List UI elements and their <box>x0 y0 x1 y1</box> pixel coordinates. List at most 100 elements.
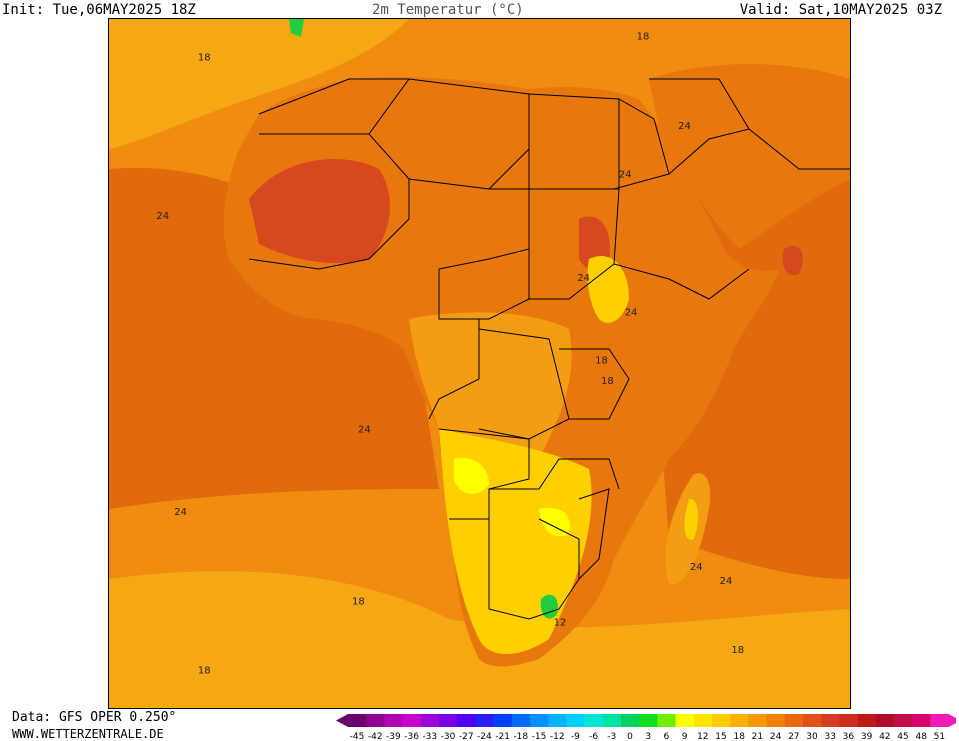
colorbar-arrow-right <box>948 714 956 727</box>
contour-label: 18 <box>637 32 650 43</box>
lesotho-cold-spot <box>540 594 558 619</box>
init-time-label: Init: Tue,06MAY2025 18Z <box>2 2 196 18</box>
colorbar-tick-label: 39 <box>861 732 873 741</box>
contour-label: 24 <box>577 273 590 284</box>
colorbar-tick-label: -18 <box>513 732 528 741</box>
website-label: WWW.WETTERZENTRALE.DE <box>12 727 164 741</box>
central-africa-mid <box>409 312 572 463</box>
colorbar-swatch <box>803 714 822 727</box>
colorbar-swatch <box>784 714 804 727</box>
colorbar-tick-label: 18 <box>733 732 745 741</box>
colorbar-tick-label: -21 <box>495 732 510 741</box>
contour-label: 18 <box>595 356 608 367</box>
colorbar-swatch <box>894 714 913 727</box>
colorbar-tick-label: 0 <box>627 732 633 741</box>
contour-label: 24 <box>619 170 632 181</box>
colorbar-swatch <box>675 714 695 727</box>
colorbar-swatch <box>402 714 422 727</box>
colorbar-swatch <box>748 714 767 727</box>
colorbar-swatch <box>621 714 640 727</box>
colorbar-tick-label: 3 <box>645 732 651 741</box>
colorbar-tick-label: 33 <box>824 732 835 741</box>
colorbar-swatch <box>493 714 513 727</box>
colorbar-tick-label: -3 <box>607 732 616 741</box>
valid-time-label: Valid: Sat,10MAY2025 03Z <box>739 2 942 18</box>
contour-label: 18 <box>198 52 211 63</box>
colorbar-tick-label: -27 <box>459 732 474 741</box>
colorbar-swatch <box>548 714 567 727</box>
colorbar-tick-label: -30 <box>441 732 456 741</box>
contour-label: 18 <box>352 597 365 608</box>
colorbar-tick-label: -9 <box>571 732 580 741</box>
colorbar-tick-label: 27 <box>788 732 799 741</box>
temperature-map[interactable]: 18 18 24 24 24 24 24 18 18 24 24 24 24 18 12 18 18 <box>108 18 851 709</box>
colorbar-tick-label: 15 <box>715 732 726 741</box>
colorbar-tick-label: 42 <box>879 732 890 741</box>
contour-labels: 18 18 24 24 24 24 24 18 18 24 24 24 24 18 12 18 18 <box>156 32 744 677</box>
contour-label: 18 <box>731 645 744 656</box>
colorbar-swatch <box>930 714 949 727</box>
contour-label: 24 <box>358 424 371 435</box>
colorbar-swatch <box>857 714 877 727</box>
arabia-hot-zone <box>782 245 804 276</box>
colorbar-swatch <box>766 714 786 727</box>
colorbar-swatch <box>730 714 749 727</box>
colorbar-tick-label: 45 <box>897 732 908 741</box>
contour-label: 18 <box>198 666 211 677</box>
contour-label: 24 <box>174 507 187 518</box>
colorbar-tick-label: -6 <box>589 732 598 741</box>
colorbar-tick-label: -42 <box>368 732 383 741</box>
atlas-cold-spot <box>289 19 304 37</box>
colorbar-swatch <box>657 714 676 727</box>
contour-label: 24 <box>625 307 638 318</box>
colorbar-tick-label: 9 <box>682 732 688 741</box>
contour-label: 24 <box>156 211 169 222</box>
namibia-cool-spot <box>454 457 489 495</box>
sahara-hot-zone <box>249 159 390 264</box>
colorbar-swatch <box>384 714 403 727</box>
colorbar-tick-label: -33 <box>422 732 437 741</box>
colorbar-swatch <box>821 714 840 727</box>
map-canvas: 18 18 24 24 24 24 24 18 18 24 24 24 24 18 12 18 18 <box>109 19 850 708</box>
ocean-band-cool-north <box>109 19 409 149</box>
colorbar-swatch <box>875 714 895 727</box>
colorbar-swatch <box>457 714 476 727</box>
colorbar-tick-label: 6 <box>664 732 670 741</box>
colorbar-swatch <box>420 714 440 727</box>
arabia-landmass <box>649 64 850 249</box>
colorbar-ticks: -45 -42 -39 -36 -33 -30 -27 -24 -21 -18 -15 -12 -9 -6… <box>350 732 945 741</box>
colorbar-tick-label: 36 <box>843 732 855 741</box>
country-borders <box>248 78 850 620</box>
contour-label: 24 <box>690 562 703 573</box>
colorbar-arrow-left <box>336 714 348 727</box>
map-title: 2m Temperatur (°C) <box>372 2 524 18</box>
colorbar-tick-label: -39 <box>386 732 401 741</box>
colorbar-tick-label: 30 <box>806 732 818 741</box>
data-source-label: Data: GFS OPER 0.250° <box>12 710 177 725</box>
colorbar-swatch <box>602 714 622 727</box>
colorbar-swatch <box>439 714 458 727</box>
contour-label: 24 <box>720 576 733 587</box>
colorbar-swatch <box>693 714 713 727</box>
colorbar-swatch <box>912 714 931 727</box>
colorbar-tick-label: 51 <box>934 732 945 741</box>
colorbar-tick-label: 24 <box>770 732 782 741</box>
colorbar-tick-label: -45 <box>350 732 365 741</box>
colorbar-swatch <box>712 714 731 727</box>
east-highland <box>587 255 629 323</box>
madagascar-highland <box>684 498 699 540</box>
colorbar-swatch <box>530 714 549 727</box>
colorbar-swatch <box>566 714 585 727</box>
colorbar-tick-label: -15 <box>532 732 547 741</box>
colorbar-tick-label: 12 <box>697 732 708 741</box>
colorbar-tick-label: 48 <box>915 732 927 741</box>
colorbar-swatch <box>639 714 658 727</box>
colorbar-swatch <box>839 714 858 727</box>
colorbar-tick-label: -24 <box>477 732 492 741</box>
colorbar-swatches <box>336 714 956 727</box>
colorbar-tick-label: 21 <box>752 732 763 741</box>
contour-label: 24 <box>678 121 691 132</box>
colorbar-swatch <box>511 714 531 727</box>
colorbar-swatch <box>366 714 385 727</box>
zimbabwe-cool-spot <box>539 507 570 537</box>
